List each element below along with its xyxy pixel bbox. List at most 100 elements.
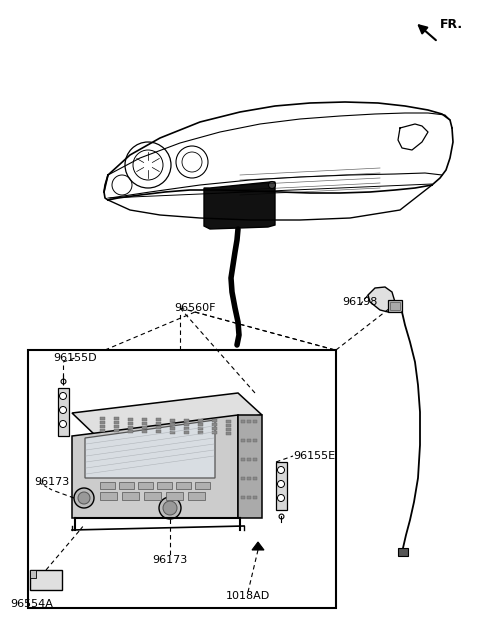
Circle shape: [268, 182, 276, 189]
Bar: [138, 482, 153, 489]
Bar: [122, 492, 139, 500]
Bar: [253, 496, 257, 499]
Text: 96173: 96173: [35, 477, 70, 487]
Bar: [156, 422, 161, 425]
Bar: [30, 570, 62, 590]
Bar: [184, 427, 189, 430]
Polygon shape: [85, 420, 215, 478]
Bar: [142, 426, 147, 429]
Bar: [119, 482, 134, 489]
Bar: [170, 422, 175, 425]
Circle shape: [60, 420, 67, 427]
Bar: [247, 439, 251, 442]
Bar: [142, 422, 147, 425]
Bar: [247, 420, 251, 423]
Bar: [226, 432, 231, 435]
Bar: [144, 492, 161, 500]
Bar: [247, 496, 251, 499]
Bar: [30, 570, 36, 578]
Text: 96173: 96173: [152, 555, 188, 565]
Text: 96155E: 96155E: [293, 451, 335, 461]
Bar: [195, 482, 210, 489]
Bar: [253, 420, 257, 423]
Bar: [253, 439, 257, 442]
Bar: [128, 425, 133, 429]
Bar: [114, 421, 119, 424]
Bar: [388, 300, 402, 312]
Polygon shape: [252, 542, 264, 550]
Text: 96554A: 96554A: [11, 599, 53, 609]
Circle shape: [163, 501, 177, 515]
Bar: [100, 429, 105, 432]
Polygon shape: [72, 415, 238, 518]
Bar: [100, 425, 105, 428]
Bar: [188, 492, 205, 500]
Circle shape: [277, 467, 285, 474]
Circle shape: [74, 488, 94, 508]
Bar: [247, 477, 251, 480]
Bar: [241, 458, 245, 461]
Bar: [170, 427, 175, 429]
Bar: [142, 430, 147, 433]
Bar: [212, 427, 217, 431]
Bar: [100, 421, 105, 424]
Bar: [241, 439, 245, 442]
Bar: [114, 425, 119, 428]
Polygon shape: [204, 182, 275, 229]
Bar: [247, 458, 251, 461]
Polygon shape: [72, 393, 262, 436]
Bar: [128, 418, 133, 420]
Bar: [184, 419, 189, 422]
Text: 96560F: 96560F: [174, 303, 216, 313]
Bar: [253, 477, 257, 480]
Bar: [114, 417, 119, 420]
Bar: [58, 388, 69, 436]
Text: 96198: 96198: [342, 297, 378, 307]
Bar: [398, 548, 408, 556]
Bar: [198, 423, 203, 426]
Bar: [28, 350, 336, 608]
Circle shape: [78, 492, 90, 504]
Circle shape: [60, 392, 67, 399]
Bar: [390, 302, 400, 310]
Bar: [198, 431, 203, 434]
Bar: [176, 482, 191, 489]
Circle shape: [60, 406, 67, 413]
Bar: [128, 422, 133, 425]
Text: 1018AD: 1018AD: [226, 591, 270, 601]
Bar: [253, 458, 257, 461]
Bar: [241, 420, 245, 423]
Bar: [184, 423, 189, 426]
Bar: [166, 492, 183, 500]
Polygon shape: [238, 415, 262, 518]
Bar: [198, 419, 203, 422]
Bar: [170, 431, 175, 434]
Bar: [100, 482, 115, 489]
Bar: [212, 431, 217, 434]
Bar: [157, 482, 172, 489]
Bar: [128, 430, 133, 432]
Circle shape: [277, 495, 285, 502]
Bar: [226, 428, 231, 431]
Circle shape: [159, 497, 181, 519]
Circle shape: [277, 481, 285, 488]
Bar: [142, 418, 147, 421]
Bar: [184, 431, 189, 434]
Bar: [212, 424, 217, 426]
Bar: [100, 492, 117, 500]
Bar: [241, 477, 245, 480]
Bar: [100, 417, 105, 420]
Bar: [226, 424, 231, 427]
Text: FR.: FR.: [440, 18, 463, 31]
Bar: [156, 426, 161, 429]
Bar: [212, 419, 217, 422]
Bar: [276, 462, 287, 510]
Text: 96155D: 96155D: [53, 353, 97, 363]
Bar: [114, 429, 119, 432]
Bar: [170, 418, 175, 422]
Bar: [198, 427, 203, 430]
Bar: [156, 430, 161, 433]
Polygon shape: [368, 287, 395, 312]
Bar: [241, 496, 245, 499]
Bar: [226, 420, 231, 423]
